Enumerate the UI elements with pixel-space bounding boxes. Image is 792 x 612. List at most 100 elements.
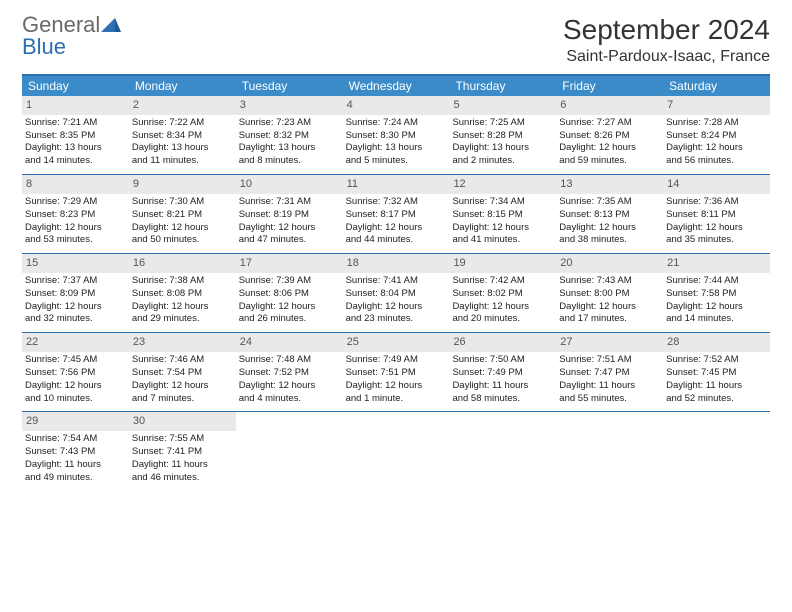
day-ss: Sunset: 7:56 PM (25, 367, 126, 380)
day-d2: and 49 minutes. (25, 472, 126, 485)
brand-text: General Blue (22, 14, 121, 58)
day-ss: Sunset: 7:49 PM (452, 367, 553, 380)
day-d2: and 35 minutes. (666, 234, 767, 247)
day-number: 14 (663, 175, 770, 194)
day-d1: Daylight: 12 hours (25, 301, 126, 314)
header: General Blue September 2024 Saint-Pardou… (22, 14, 770, 66)
day-ss: Sunset: 8:24 PM (666, 130, 767, 143)
day-d2: and 53 minutes. (25, 234, 126, 247)
day-number: 18 (343, 254, 450, 273)
day-cell: 24Sunrise: 7:48 AMSunset: 7:52 PMDayligh… (236, 333, 343, 411)
day-sr: Sunrise: 7:42 AM (452, 275, 553, 288)
day-d1: Daylight: 13 hours (25, 142, 126, 155)
day-d1: Daylight: 12 hours (452, 222, 553, 235)
day-cell: 27Sunrise: 7:51 AMSunset: 7:47 PMDayligh… (556, 333, 663, 411)
day-d1: Daylight: 12 hours (239, 222, 340, 235)
day-sr: Sunrise: 7:37 AM (25, 275, 126, 288)
day-ss: Sunset: 8:09 PM (25, 288, 126, 301)
day-cell: 6Sunrise: 7:27 AMSunset: 8:26 PMDaylight… (556, 96, 663, 174)
week-row: 29Sunrise: 7:54 AMSunset: 7:43 PMDayligh… (22, 411, 770, 490)
day-number: 23 (129, 333, 236, 352)
brand-sail-icon (101, 14, 121, 36)
day-sr: Sunrise: 7:25 AM (452, 117, 553, 130)
day-ss: Sunset: 8:00 PM (559, 288, 660, 301)
day-d1: Daylight: 12 hours (239, 301, 340, 314)
day-cell: 3Sunrise: 7:23 AMSunset: 8:32 PMDaylight… (236, 96, 343, 174)
day-sr: Sunrise: 7:22 AM (132, 117, 233, 130)
day-sr: Sunrise: 7:35 AM (559, 196, 660, 209)
day-sr: Sunrise: 7:41 AM (346, 275, 447, 288)
day-d2: and 11 minutes. (132, 155, 233, 168)
day-d2: and 41 minutes. (452, 234, 553, 247)
location: Saint-Pardoux-Isaac, France (563, 48, 770, 66)
day-cell: 16Sunrise: 7:38 AMSunset: 8:08 PMDayligh… (129, 254, 236, 332)
day-number: 9 (129, 175, 236, 194)
day-d2: and 26 minutes. (239, 313, 340, 326)
day-ss: Sunset: 7:58 PM (666, 288, 767, 301)
day-number: 17 (236, 254, 343, 273)
day-d2: and 8 minutes. (239, 155, 340, 168)
day-number: 11 (343, 175, 450, 194)
day-cell: 18Sunrise: 7:41 AMSunset: 8:04 PMDayligh… (343, 254, 450, 332)
day-sr: Sunrise: 7:45 AM (25, 354, 126, 367)
day-ss: Sunset: 7:47 PM (559, 367, 660, 380)
day-d2: and 20 minutes. (452, 313, 553, 326)
day-ss: Sunset: 8:17 PM (346, 209, 447, 222)
day-d1: Daylight: 12 hours (666, 222, 767, 235)
day-number: 1 (22, 96, 129, 115)
day-cell: 10Sunrise: 7:31 AMSunset: 8:19 PMDayligh… (236, 175, 343, 253)
day-d2: and 4 minutes. (239, 393, 340, 406)
day-ss: Sunset: 7:52 PM (239, 367, 340, 380)
dow-tue: Tuesday (236, 76, 343, 96)
day-d2: and 59 minutes. (559, 155, 660, 168)
day-cell: 17Sunrise: 7:39 AMSunset: 8:06 PMDayligh… (236, 254, 343, 332)
day-cell (663, 412, 770, 490)
day-number (236, 412, 343, 431)
month-title: September 2024 (563, 14, 770, 46)
day-number: 26 (449, 333, 556, 352)
day-d2: and 23 minutes. (346, 313, 447, 326)
day-ss: Sunset: 8:02 PM (452, 288, 553, 301)
dow-wed: Wednesday (343, 76, 450, 96)
day-cell: 26Sunrise: 7:50 AMSunset: 7:49 PMDayligh… (449, 333, 556, 411)
brand-text-2: Blue (22, 34, 66, 59)
day-d2: and 52 minutes. (666, 393, 767, 406)
day-d1: Daylight: 13 hours (239, 142, 340, 155)
day-sr: Sunrise: 7:48 AM (239, 354, 340, 367)
day-cell (343, 412, 450, 490)
dow-thu: Thursday (449, 76, 556, 96)
week-row: 1Sunrise: 7:21 AMSunset: 8:35 PMDaylight… (22, 96, 770, 174)
day-ss: Sunset: 8:28 PM (452, 130, 553, 143)
day-ss: Sunset: 8:30 PM (346, 130, 447, 143)
title-block: September 2024 Saint-Pardoux-Isaac, Fran… (563, 14, 770, 66)
day-d2: and 58 minutes. (452, 393, 553, 406)
day-sr: Sunrise: 7:27 AM (559, 117, 660, 130)
day-d1: Daylight: 13 hours (452, 142, 553, 155)
day-number (449, 412, 556, 431)
day-number: 21 (663, 254, 770, 273)
day-number: 29 (22, 412, 129, 431)
day-d2: and 47 minutes. (239, 234, 340, 247)
weeks-container: 1Sunrise: 7:21 AMSunset: 8:35 PMDaylight… (22, 96, 770, 490)
day-d2: and 50 minutes. (132, 234, 233, 247)
day-cell: 15Sunrise: 7:37 AMSunset: 8:09 PMDayligh… (22, 254, 129, 332)
day-ss: Sunset: 8:15 PM (452, 209, 553, 222)
day-cell: 28Sunrise: 7:52 AMSunset: 7:45 PMDayligh… (663, 333, 770, 411)
dow-row: Sunday Monday Tuesday Wednesday Thursday… (22, 76, 770, 96)
day-d1: Daylight: 11 hours (452, 380, 553, 393)
day-number: 24 (236, 333, 343, 352)
day-d2: and 2 minutes. (452, 155, 553, 168)
day-sr: Sunrise: 7:55 AM (132, 433, 233, 446)
day-d1: Daylight: 11 hours (666, 380, 767, 393)
day-ss: Sunset: 7:54 PM (132, 367, 233, 380)
day-d2: and 14 minutes. (25, 155, 126, 168)
day-cell: 29Sunrise: 7:54 AMSunset: 7:43 PMDayligh… (22, 412, 129, 490)
day-cell: 13Sunrise: 7:35 AMSunset: 8:13 PMDayligh… (556, 175, 663, 253)
day-sr: Sunrise: 7:52 AM (666, 354, 767, 367)
day-ss: Sunset: 8:11 PM (666, 209, 767, 222)
day-ss: Sunset: 8:06 PM (239, 288, 340, 301)
day-ss: Sunset: 7:41 PM (132, 446, 233, 459)
day-cell: 30Sunrise: 7:55 AMSunset: 7:41 PMDayligh… (129, 412, 236, 490)
day-d1: Daylight: 12 hours (559, 301, 660, 314)
calendar: Sunday Monday Tuesday Wednesday Thursday… (22, 74, 770, 490)
